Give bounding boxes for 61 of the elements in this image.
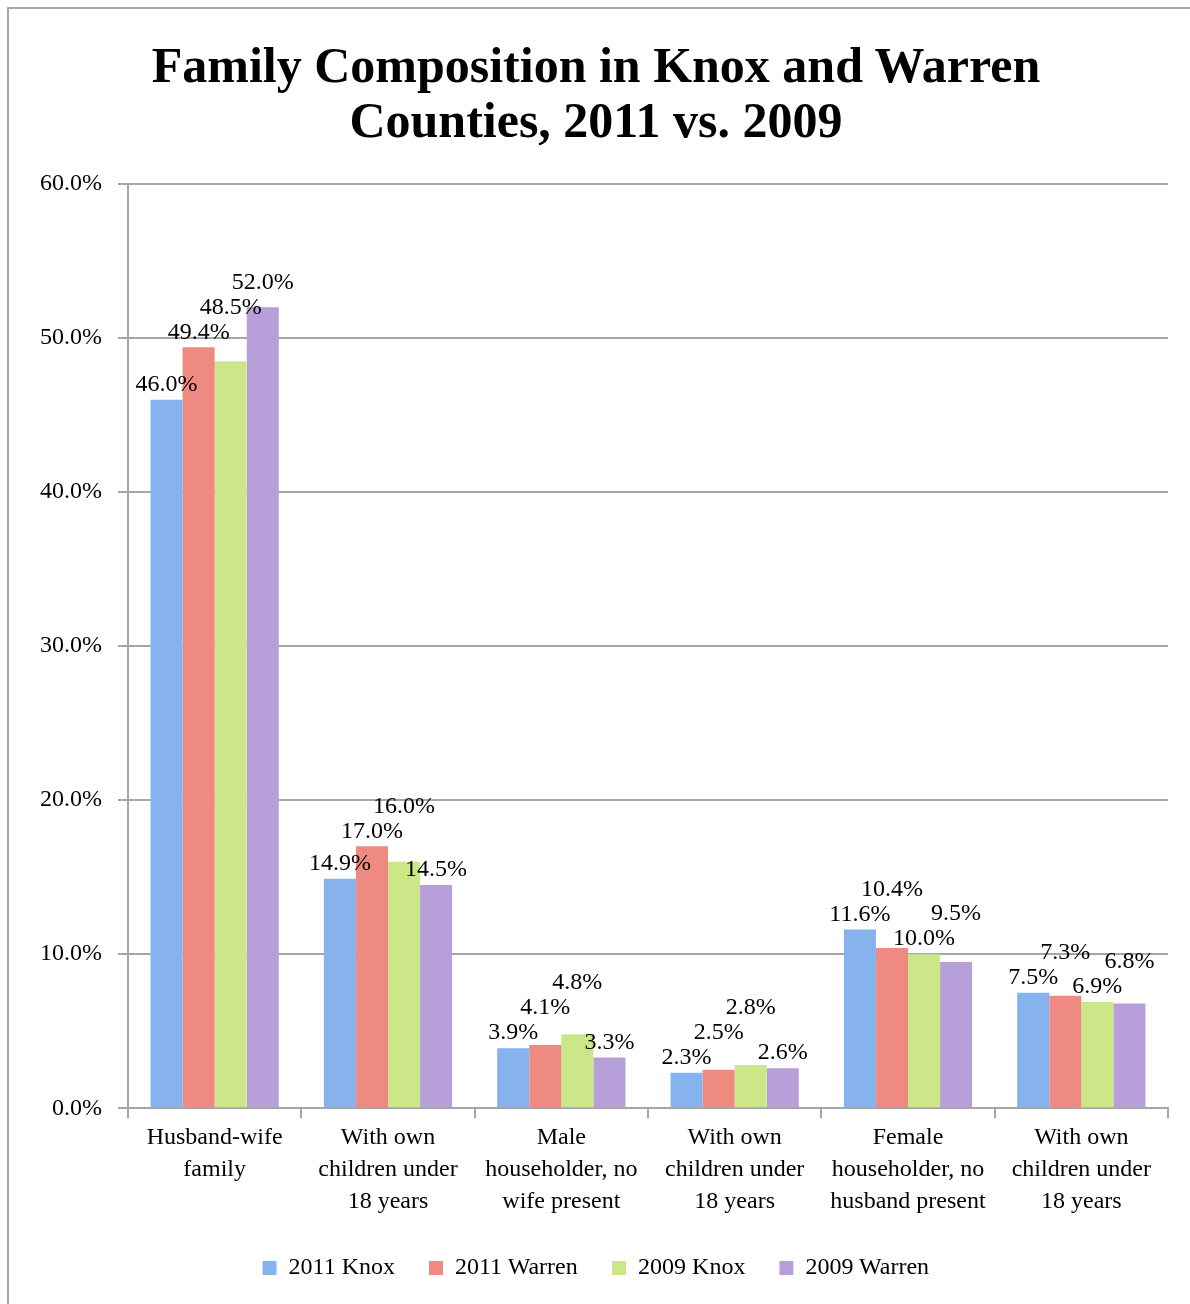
data-label: 6.8% xyxy=(1104,947,1155,974)
data-label: 3.9% xyxy=(488,1018,539,1045)
data-label: 52.0% xyxy=(231,267,294,294)
x-tick-label: With own children under 18 years xyxy=(1011,1123,1151,1214)
y-tick-label: 50.0% xyxy=(39,323,102,350)
y-tick-label: 60.0% xyxy=(39,169,102,196)
data-label: 9.5% xyxy=(931,899,982,926)
x-tick-label: Female householder, no husband present xyxy=(830,1123,986,1214)
y-tick-label: 10.0% xyxy=(39,939,102,966)
data-label: 7.5% xyxy=(1008,963,1059,990)
y-tick-label: 20.0% xyxy=(39,785,102,812)
data-label: 46.0% xyxy=(135,369,198,396)
x-tick-label: Husband-wife family xyxy=(146,1123,283,1182)
data-label: 48.5% xyxy=(199,292,262,319)
bar xyxy=(766,1068,799,1108)
bar xyxy=(1113,1003,1146,1108)
bar xyxy=(1017,992,1050,1108)
y-tick-label: 40.0% xyxy=(39,477,102,504)
y-tick-label: 0.0% xyxy=(51,1093,102,1120)
data-label: 49.4% xyxy=(167,317,230,344)
legend-label: 2011 Knox xyxy=(288,1253,395,1280)
legend-label: 2009 Warren xyxy=(805,1253,930,1280)
x-tick-label: Male householder, no wife present xyxy=(485,1123,638,1214)
bar xyxy=(150,399,183,1108)
bar xyxy=(702,1069,735,1108)
y-tick-label: 30.0% xyxy=(39,631,102,658)
legend-label: 2009 Knox xyxy=(638,1253,746,1280)
bar xyxy=(593,1057,626,1108)
bar xyxy=(875,948,908,1108)
bar xyxy=(908,954,941,1108)
x-tick-label: With own children under 18 years xyxy=(665,1123,805,1214)
bar xyxy=(1081,1001,1114,1108)
data-label: 7.3% xyxy=(1040,938,1091,965)
bar xyxy=(734,1065,767,1108)
data-label: 4.8% xyxy=(552,968,603,995)
bar xyxy=(940,961,973,1108)
bar xyxy=(670,1072,703,1108)
data-label: 6.9% xyxy=(1072,972,1123,999)
data-label: 2.6% xyxy=(757,1038,808,1065)
bar xyxy=(323,878,356,1108)
bar xyxy=(843,929,876,1108)
data-label: 10.0% xyxy=(893,924,956,951)
data-label: 17.0% xyxy=(340,816,403,843)
data-label: 14.5% xyxy=(405,855,468,882)
data-label: 10.4% xyxy=(860,874,923,901)
data-label: 2.5% xyxy=(693,1018,744,1045)
bar xyxy=(529,1045,562,1108)
bar xyxy=(420,884,453,1108)
data-label: 3.3% xyxy=(584,1027,635,1054)
legend-label: 2011 Warren xyxy=(454,1253,578,1280)
x-tick-label: With own children under 18 years xyxy=(318,1123,458,1214)
bar xyxy=(214,361,247,1108)
chart-title: Family Composition in Knox and Warren Counties, 2011 vs. 2009 xyxy=(151,37,1041,149)
data-label: 11.6% xyxy=(829,899,891,926)
data-label: 2.8% xyxy=(725,993,776,1020)
data-label: 2.3% xyxy=(661,1043,712,1070)
data-label: 4.1% xyxy=(520,993,571,1020)
data-label: 16.0% xyxy=(373,791,436,818)
bar xyxy=(1049,995,1082,1108)
data-label: 14.9% xyxy=(308,849,371,876)
bar xyxy=(497,1048,530,1108)
